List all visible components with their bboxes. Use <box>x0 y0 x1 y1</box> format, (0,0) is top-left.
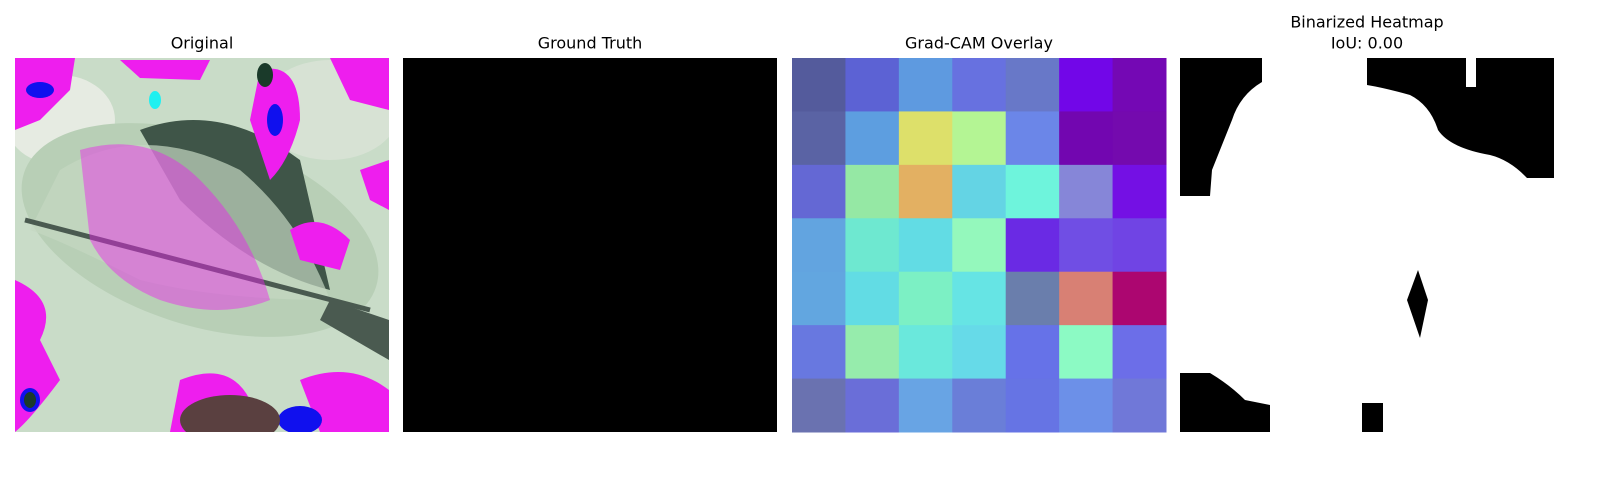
heatmap-cell <box>1112 218 1167 273</box>
heatmap-cell <box>792 218 846 273</box>
heatmap-cell <box>792 271 846 326</box>
heatmap-cell <box>1059 325 1114 380</box>
heatmap-cell <box>898 58 953 112</box>
heatmap-cell <box>898 218 953 273</box>
heatmap-cell <box>792 111 846 166</box>
heatmap-cell <box>1005 271 1060 326</box>
heatmap-cell <box>1059 164 1114 219</box>
heatmap-cell <box>792 164 846 219</box>
heatmap-cell <box>1059 58 1114 112</box>
heatmap-cell <box>1005 58 1060 112</box>
heatmap-cell <box>845 58 900 112</box>
heatmap-cell <box>1005 111 1060 166</box>
heatmap-cell <box>952 218 1007 273</box>
heatmap-cell <box>792 325 846 380</box>
heatmap-cell <box>1059 378 1114 433</box>
heatmap-cell <box>952 164 1007 219</box>
heatmap-cell <box>845 271 900 326</box>
heatmap-cell <box>1005 378 1060 433</box>
heatmap-cell <box>845 164 900 219</box>
heatmap-cell <box>792 58 846 112</box>
heatmap-cell <box>952 58 1007 112</box>
heatmap-cell <box>1005 218 1060 273</box>
heatmap-cell <box>898 164 953 219</box>
panel-title: Ground Truth <box>538 34 643 53</box>
heatmap-cell <box>1112 58 1167 112</box>
panel-title: Binarized Heatmap <box>1290 13 1443 32</box>
heatmap-cell <box>845 378 900 433</box>
heatmap-cell <box>845 218 900 273</box>
heatmap-cell <box>845 325 900 380</box>
heatmap-cell <box>898 271 953 326</box>
heatmap-cell <box>1112 111 1167 166</box>
heatmap-cell <box>845 111 900 166</box>
panel-subtitle: IoU: 0.00 <box>1331 34 1403 53</box>
heatmap-cell <box>1112 164 1167 219</box>
heatmap-cell <box>898 111 953 166</box>
heatmap-cell <box>952 325 1007 380</box>
heatmap-cell <box>1059 218 1114 273</box>
heatmap-cell <box>792 378 846 433</box>
heatmap-cell <box>1005 164 1060 219</box>
heatmap-cell <box>1112 378 1167 433</box>
heatmap-cell <box>898 325 953 380</box>
panel-title: Grad-CAM Overlay <box>905 34 1053 53</box>
heatmap-cell <box>1005 325 1060 380</box>
panel-title: Original <box>171 34 234 53</box>
ground-truth-image <box>403 58 777 432</box>
heatmap-cell <box>952 378 1007 433</box>
heatmap-cell <box>1112 271 1167 326</box>
heatmap-cell <box>952 271 1007 326</box>
heatmap-cell <box>898 378 953 433</box>
heatmap-cell <box>952 111 1007 166</box>
heatmap-cell <box>1059 111 1114 166</box>
gradcam-image <box>792 58 1167 433</box>
binarized-image <box>1180 58 1554 432</box>
original-image <box>15 58 389 432</box>
heatmap-cell <box>1112 325 1167 380</box>
heatmap-cell <box>1059 271 1114 326</box>
